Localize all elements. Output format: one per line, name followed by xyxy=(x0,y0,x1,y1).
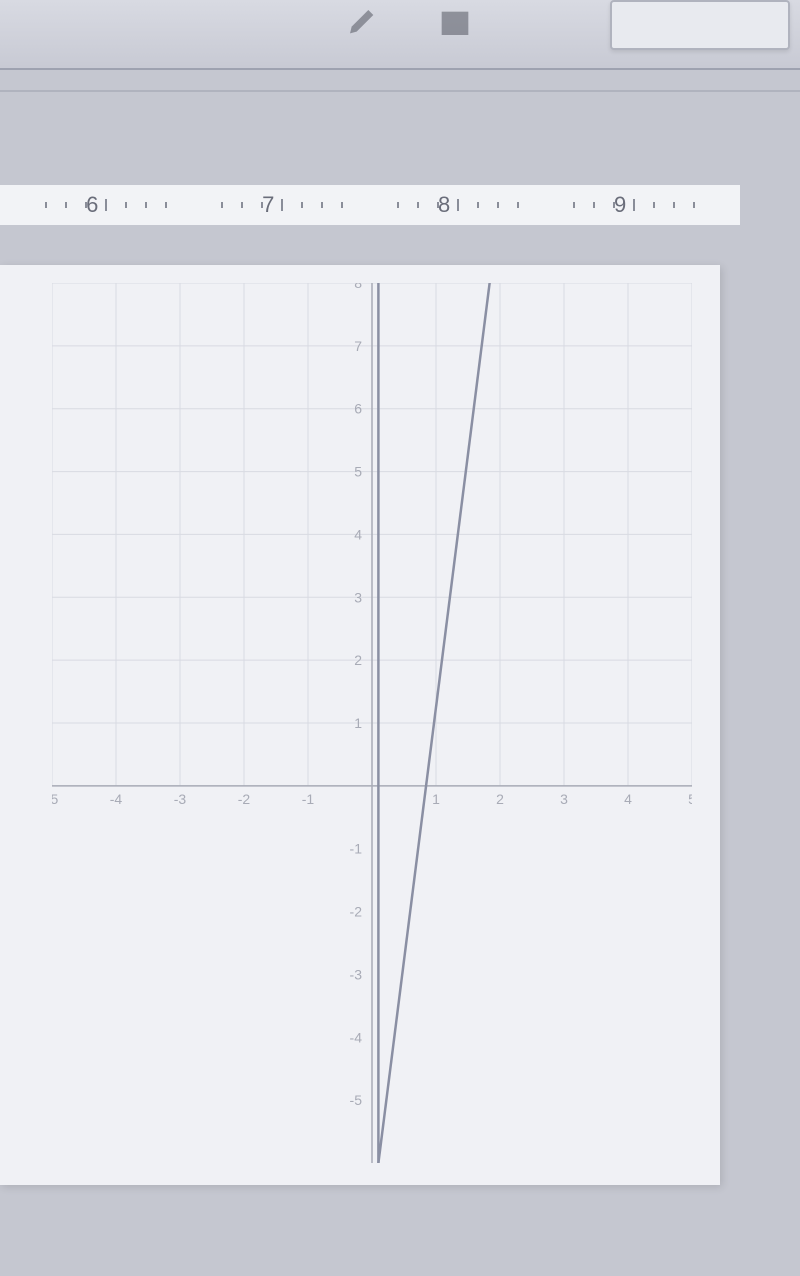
svg-text:2: 2 xyxy=(496,791,504,807)
svg-text:-5: -5 xyxy=(52,791,58,807)
svg-text:-1: -1 xyxy=(350,841,363,857)
document-page: -5 -4 -3 -2 -1 1 2 3 4 5 1 2 3 4 5 6 7 8 -1 -2 -3 -4 -5 xyxy=(0,265,720,1185)
svg-text:3: 3 xyxy=(354,589,362,605)
svg-text:4: 4 xyxy=(354,526,362,542)
horizontal-ruler: 6 7 8 9 xyxy=(0,185,740,225)
svg-text:5: 5 xyxy=(688,791,692,807)
svg-text:5: 5 xyxy=(354,464,362,480)
svg-text:7: 7 xyxy=(354,338,362,354)
svg-text:-1: -1 xyxy=(302,791,315,807)
toolbar-card-button[interactable] xyxy=(610,0,790,50)
svg-text:-2: -2 xyxy=(350,904,363,920)
divider xyxy=(0,90,800,92)
svg-text:-3: -3 xyxy=(350,966,363,982)
svg-text:4: 4 xyxy=(624,791,632,807)
svg-text:-4: -4 xyxy=(350,1029,363,1045)
svg-text:-3: -3 xyxy=(174,791,187,807)
svg-text:2: 2 xyxy=(354,652,362,668)
edit-icon[interactable] xyxy=(340,5,390,45)
svg-text:8: 8 xyxy=(354,283,362,291)
toolbar xyxy=(0,0,800,70)
svg-text:1: 1 xyxy=(354,715,362,731)
chart-svg: -5 -4 -3 -2 -1 1 2 3 4 5 1 2 3 4 5 6 7 8 -1 -2 -3 -4 -5 xyxy=(52,283,692,1163)
svg-text:1: 1 xyxy=(432,791,440,807)
svg-text:-2: -2 xyxy=(238,791,251,807)
tool-icon[interactable] xyxy=(430,5,480,45)
svg-text:6: 6 xyxy=(354,401,362,417)
svg-text:-5: -5 xyxy=(350,1092,363,1108)
svg-text:3: 3 xyxy=(560,791,568,807)
svg-text:-4: -4 xyxy=(110,791,123,807)
coordinate-chart: -5 -4 -3 -2 -1 1 2 3 4 5 1 2 3 4 5 6 7 8 -1 -2 -3 -4 -5 xyxy=(52,283,692,1163)
